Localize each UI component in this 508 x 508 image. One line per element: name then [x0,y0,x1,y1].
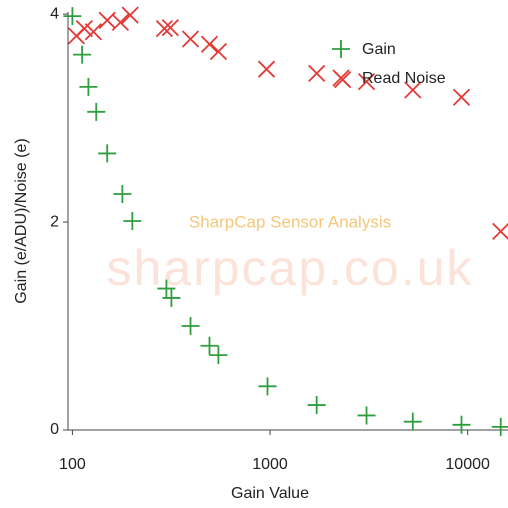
point [404,81,422,99]
point [73,45,92,64]
point [200,336,219,355]
point [257,60,276,78]
point [111,13,130,32]
point [84,23,103,41]
point [155,20,174,38]
watermark-title: SharpCap Sensor Analysis [189,212,391,231]
point [357,73,376,91]
legend-marker [332,40,350,58]
point [403,412,422,431]
point [63,7,82,26]
point [452,88,471,106]
x-tick-label: 100 [59,456,86,473]
point [200,35,219,53]
y-axis-label: Gain (e/ADU)/Noise (e) [13,138,30,303]
point [87,102,106,121]
legend-label: Read Noise [362,70,446,87]
y-tick-label: 0 [50,421,59,438]
point [209,346,228,365]
x-tick-label: 1000 [252,456,288,473]
point [123,212,142,230]
x-tick-label: 10000 [445,456,490,473]
x-axis-label: Gain Value [231,485,309,502]
point [98,144,117,163]
point [307,396,326,415]
point [79,77,98,96]
y-tick-label: 2 [50,213,59,230]
point [491,417,508,436]
point [162,288,181,307]
point [113,184,132,203]
point [452,415,471,434]
point [357,406,376,425]
legend-label: Gain [362,41,396,58]
point [75,20,94,38]
point [492,222,508,241]
point [121,6,139,24]
point [308,64,326,82]
point [209,42,228,61]
y-tick-label: 4 [50,5,59,22]
point [161,18,179,37]
legend-marker [332,69,350,87]
point [181,30,200,48]
point [258,377,277,396]
point [157,279,176,298]
point [181,317,200,336]
